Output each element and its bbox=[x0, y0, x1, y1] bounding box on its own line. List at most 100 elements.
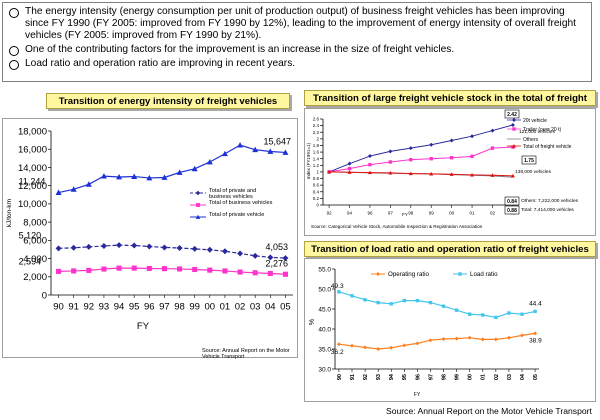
data-point bbox=[206, 246, 213, 253]
series-group bbox=[55, 242, 289, 262]
stock-legend: 20t vehicle Trailer (over 20 t) OthersTota… bbox=[507, 118, 572, 150]
x-tick-label: 99 bbox=[429, 211, 435, 216]
series-group bbox=[336, 331, 538, 351]
x-tick-label: 05 bbox=[280, 302, 291, 313]
data-point bbox=[100, 173, 107, 179]
x-tick-label: 98 bbox=[441, 374, 447, 380]
bullet-circle-icon bbox=[9, 60, 19, 70]
data-point bbox=[221, 150, 228, 157]
annotation-value: 0.88 bbox=[507, 208, 517, 214]
legend-background bbox=[189, 187, 292, 224]
data-point bbox=[350, 343, 354, 348]
y-tick-label: 6,000 bbox=[23, 236, 47, 247]
x-tick-label: 90 bbox=[53, 302, 64, 313]
annotation-value: 0.84 bbox=[507, 199, 517, 205]
x-tick-label: 01 bbox=[481, 374, 487, 380]
x-tick-label: 91 bbox=[68, 302, 79, 313]
data-point bbox=[490, 146, 495, 150]
data-point bbox=[131, 242, 138, 249]
data-point bbox=[428, 338, 433, 343]
x-tick-label: 99 bbox=[455, 374, 461, 380]
y-axis-title: % bbox=[309, 319, 316, 325]
x-tick-label: 98 bbox=[174, 302, 185, 313]
legend-marker bbox=[196, 203, 200, 207]
bullet-circle-icon bbox=[9, 8, 19, 18]
x-tick-label: 00 bbox=[449, 211, 455, 216]
data-point bbox=[146, 265, 152, 272]
data-point bbox=[493, 337, 498, 342]
data-label: 44.4 bbox=[529, 300, 542, 307]
x-tick-label: 96 bbox=[144, 302, 155, 313]
data-point bbox=[347, 161, 352, 166]
y-tick-label: 40.0 bbox=[318, 326, 331, 333]
energy-chart-title: Transition of energy intensity of freigh… bbox=[46, 93, 290, 109]
x-tick-label: 92 bbox=[327, 211, 333, 216]
data-point bbox=[116, 242, 123, 249]
x-tick-label: 01 bbox=[220, 302, 231, 313]
note-text: One of the contributing factors for the … bbox=[25, 44, 455, 55]
data-point bbox=[441, 304, 446, 308]
note-item: One of the contributing factors for the … bbox=[9, 44, 585, 56]
series-group bbox=[327, 122, 515, 174]
y-tick-label: 0 bbox=[42, 290, 47, 301]
note-text: The energy intensity (energy consumption… bbox=[25, 6, 576, 41]
y-tick-label: 8,000 bbox=[23, 217, 47, 228]
data-point bbox=[408, 171, 413, 176]
x-tick-label: 03 bbox=[250, 302, 261, 313]
y-tick-label: 1.8 bbox=[313, 143, 320, 148]
energy-intensity-chart: 0 2,000 4,000 6,000 8,000 10,000 12,000 14,000 1… bbox=[6, 126, 293, 332]
bullet-circle-icon bbox=[9, 46, 19, 56]
y-tick-label: 0.8 bbox=[313, 176, 320, 181]
data-point bbox=[409, 157, 413, 162]
y-axis-title: Index (FY1991=1) bbox=[306, 142, 311, 179]
series-line bbox=[338, 291, 536, 319]
x-axis-title: FY bbox=[414, 392, 421, 398]
data-point bbox=[428, 300, 433, 305]
x-tick-label: 95 bbox=[129, 302, 140, 313]
legend-label: Load ratio bbox=[470, 271, 498, 278]
data-point bbox=[191, 245, 198, 252]
data-point bbox=[449, 138, 454, 143]
data-point bbox=[510, 122, 515, 127]
load-chart-frame: 30.0 35.0 40.0 45.0 50.0 55.0 90 91 92 93 94 95 96 97… bbox=[304, 258, 596, 402]
data-point bbox=[55, 245, 62, 252]
data-point bbox=[363, 298, 367, 302]
data-point bbox=[252, 146, 259, 153]
data-point bbox=[415, 298, 420, 303]
data-label: 38.9 bbox=[529, 337, 542, 344]
data-label: 49.3 bbox=[331, 283, 344, 290]
data-point bbox=[146, 174, 153, 181]
legend-label-line: Total of business vehicles bbox=[209, 200, 273, 206]
legend-marker bbox=[195, 214, 201, 219]
load-chart-title: Transition of load ratio and operation r… bbox=[304, 241, 596, 257]
data-point bbox=[222, 268, 228, 274]
data-point bbox=[252, 270, 258, 276]
x-tick-label: 97 bbox=[388, 211, 394, 216]
note-text: Load ratio and operation ratio are impro… bbox=[25, 58, 296, 69]
data-point bbox=[336, 342, 341, 347]
series-group bbox=[327, 169, 515, 178]
data-point bbox=[161, 266, 167, 272]
annotation-value: 1.75 bbox=[524, 158, 534, 164]
data-point bbox=[70, 244, 77, 251]
data-point bbox=[70, 186, 77, 192]
data-point bbox=[176, 244, 183, 251]
y-tick-label: 2 bbox=[316, 136, 319, 141]
legend-marker bbox=[195, 190, 201, 196]
legend-label-line: Total of private and bbox=[209, 188, 256, 194]
y-axis-title: kJ/ton-km bbox=[6, 199, 13, 227]
data-point bbox=[146, 243, 153, 250]
stock-chart-frame: 0 0.2 0.4 0.6 0.8 1 1.2 1.4 1.6 1.8 2 2.2 2.4 2.6 92 94… bbox=[304, 108, 596, 236]
x-axis-title: FY bbox=[137, 321, 150, 332]
y-tick-label: 16,000 bbox=[18, 145, 47, 156]
legend-label: Total of private and business vehicles bbox=[209, 188, 256, 200]
y-tick-label: 35.0 bbox=[318, 346, 331, 353]
series-line bbox=[58, 244, 286, 259]
data-point bbox=[85, 181, 92, 187]
legend-label: Operating ratio bbox=[388, 271, 429, 278]
series-line bbox=[338, 332, 536, 350]
x-tick-label: 02 bbox=[494, 374, 500, 380]
y-tick-label: 30.0 bbox=[318, 366, 331, 373]
data-point bbox=[191, 165, 198, 172]
data-point bbox=[350, 294, 354, 298]
